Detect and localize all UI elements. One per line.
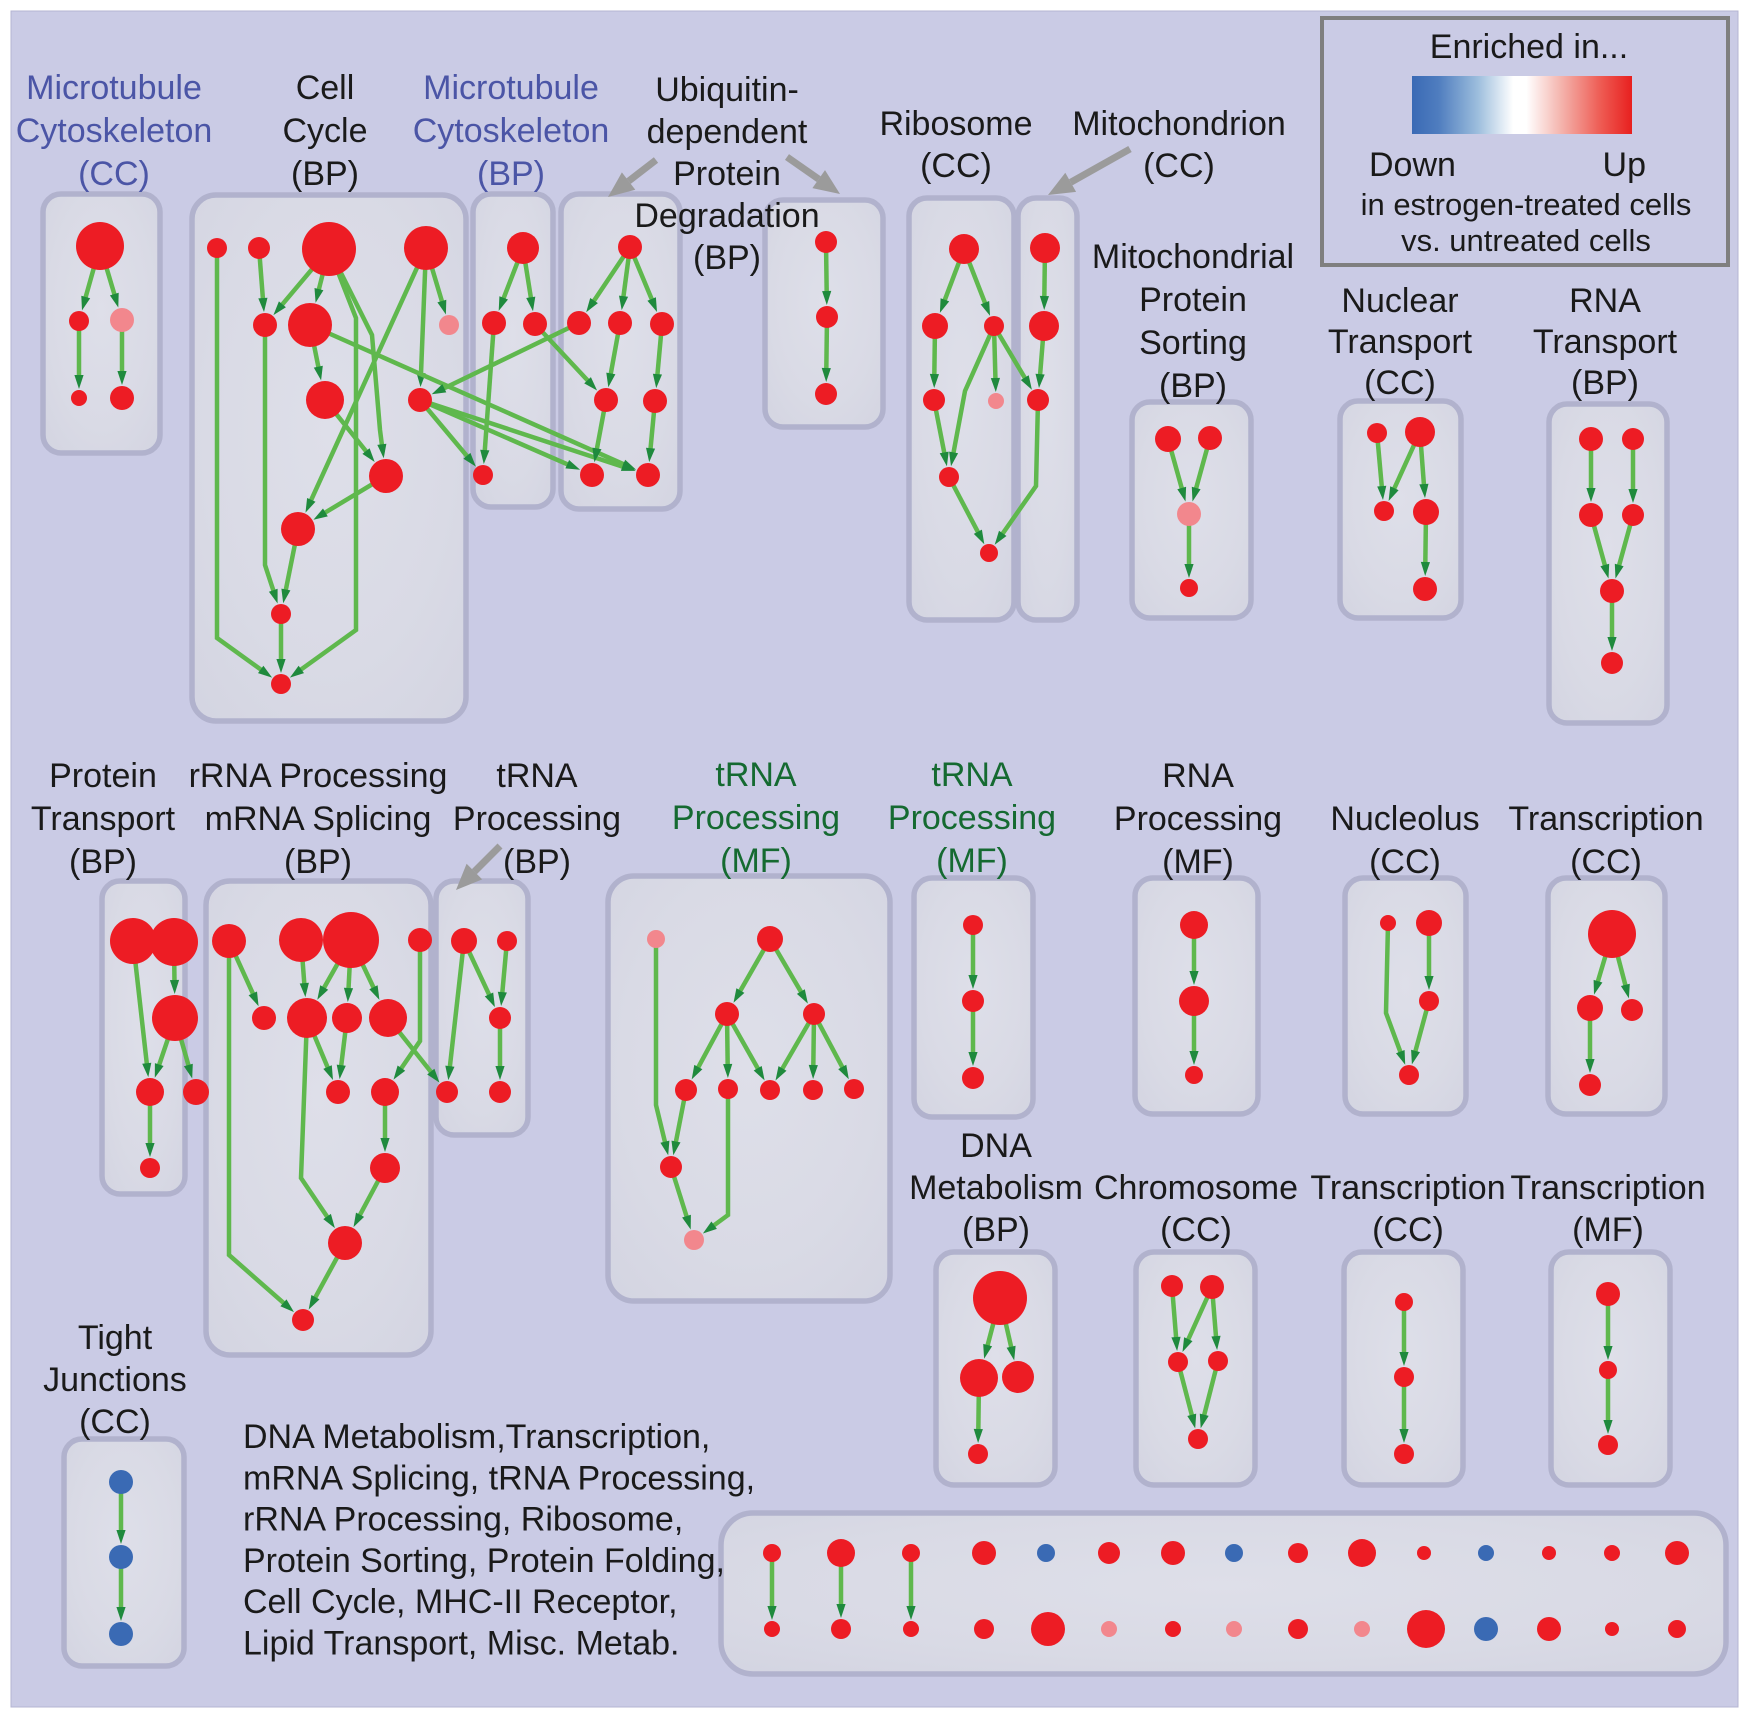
svg-text:Transport: Transport [31,800,176,838]
svg-text:Protein: Protein [1139,281,1247,319]
svg-text:DNA: DNA [960,1127,1032,1165]
svg-text:Transcription: Transcription [1310,1169,1505,1207]
svg-text:(BP): (BP) [291,155,359,193]
svg-text:(CC): (CC) [78,155,150,193]
svg-text:Cycle: Cycle [282,112,367,150]
svg-text:in estrogen-treated cells: in estrogen-treated cells [1361,187,1692,222]
svg-text:vs. untreated cells: vs. untreated cells [1401,223,1651,258]
svg-text:Down: Down [1369,146,1456,184]
svg-text:mRNA Splicing, tRNA Processing: mRNA Splicing, tRNA Processing, [243,1459,755,1497]
svg-text:(MF): (MF) [936,842,1008,880]
svg-text:(BP): (BP) [69,843,137,881]
svg-text:Mitochondrion: Mitochondrion [1072,105,1286,143]
svg-text:(CC): (CC) [1570,843,1642,881]
svg-text:Tight: Tight [78,1319,153,1357]
svg-text:Mitochondrial: Mitochondrial [1092,238,1294,276]
svg-text:Protein: Protein [673,155,781,193]
svg-text:Protein: Protein [49,757,157,795]
svg-text:RNA: RNA [1569,282,1641,320]
svg-text:rRNA Processing, Ribosome,: rRNA Processing, Ribosome, [243,1501,683,1539]
svg-text:Cytoskeleton: Cytoskeleton [16,112,213,150]
svg-text:(MF): (MF) [720,842,792,880]
svg-text:Cell Cycle, MHC-II Receptor,: Cell Cycle, MHC-II Receptor, [243,1583,678,1621]
svg-text:Processing: Processing [453,800,621,838]
svg-text:Nucleolus: Nucleolus [1330,800,1479,838]
svg-text:(CC): (CC) [1364,364,1436,402]
svg-text:Processing: Processing [888,799,1056,837]
svg-text:(CC): (CC) [1143,147,1215,185]
svg-text:tRNA: tRNA [496,757,578,795]
svg-text:Chromosome: Chromosome [1094,1169,1298,1207]
svg-text:DNA Metabolism,Transcription,: DNA Metabolism,Transcription, [243,1418,710,1456]
svg-text:Ubiquitin-: Ubiquitin- [655,71,799,109]
svg-text:Ribosome: Ribosome [879,105,1032,143]
svg-text:dependent: dependent [647,113,808,151]
svg-text:Sorting: Sorting [1139,324,1247,362]
svg-text:(MF): (MF) [1162,843,1234,881]
svg-text:Processing: Processing [1114,800,1282,838]
svg-text:(BP): (BP) [962,1211,1030,1249]
svg-text:Transport: Transport [1328,323,1473,361]
svg-text:Microtubule: Microtubule [26,69,202,107]
svg-text:Up: Up [1603,146,1646,184]
svg-text:(CC): (CC) [920,147,992,185]
svg-text:Transport: Transport [1533,323,1678,361]
svg-text:mRNA Splicing: mRNA Splicing [205,800,432,838]
svg-text:(CC): (CC) [79,1403,151,1441]
svg-text:Lipid Transport, Misc. Metab.: Lipid Transport, Misc. Metab. [243,1625,680,1663]
svg-text:Transcription: Transcription [1510,1169,1705,1207]
svg-text:Transcription: Transcription [1508,800,1703,838]
svg-text:(BP): (BP) [1571,364,1639,402]
svg-text:(CC): (CC) [1369,843,1441,881]
svg-text:tRNA: tRNA [931,756,1013,794]
svg-text:Degradation: Degradation [634,197,819,235]
svg-text:(BP): (BP) [284,843,352,881]
svg-text:RNA: RNA [1162,757,1234,795]
svg-text:(CC): (CC) [1160,1211,1232,1249]
svg-text:(BP): (BP) [693,239,761,277]
svg-text:(BP): (BP) [477,155,545,193]
svg-text:Metabolism: Metabolism [909,1169,1083,1207]
svg-text:(MF): (MF) [1572,1211,1644,1249]
svg-text:Enriched in...: Enriched in... [1430,28,1628,66]
svg-text:(BP): (BP) [1159,367,1227,405]
svg-text:Microtubule: Microtubule [423,69,599,107]
svg-text:(BP): (BP) [503,843,571,881]
svg-text:Junctions: Junctions [43,1361,187,1399]
svg-text:tRNA: tRNA [715,756,797,794]
svg-text:Nuclear: Nuclear [1341,282,1458,320]
svg-text:Processing: Processing [672,799,840,837]
svg-text:Cell: Cell [296,69,355,107]
svg-text:Protein Sorting, Protein Foldi: Protein Sorting, Protein Folding, [243,1542,725,1580]
svg-text:(CC): (CC) [1372,1211,1444,1249]
svg-text:rRNA Processing: rRNA Processing [189,757,448,795]
svg-text:Cytoskeleton: Cytoskeleton [413,112,610,150]
